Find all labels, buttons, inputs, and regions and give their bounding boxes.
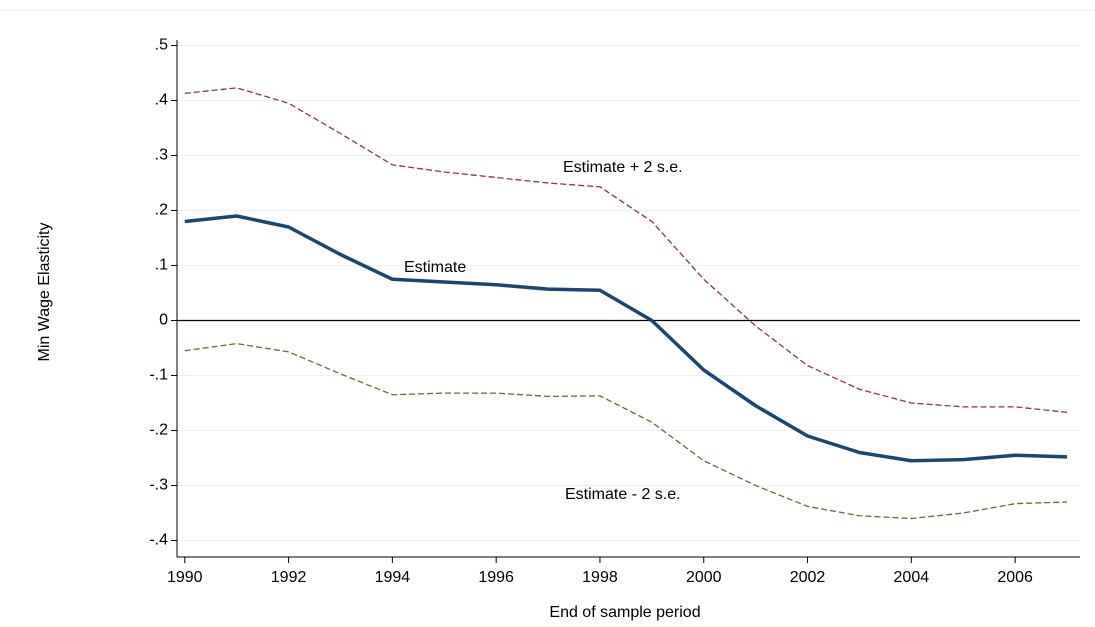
x-tick-label: 1990 [167, 569, 203, 586]
y-tick-label: -.3 [149, 477, 168, 494]
x-tick-label: 1998 [582, 569, 618, 586]
series-label: Estimate + 2 s.e. [563, 159, 683, 176]
y-tick-label: .3 [155, 147, 168, 164]
y-tick-label: -.2 [149, 422, 168, 439]
x-tick-label: 2000 [686, 569, 722, 586]
x-tick-label: 2004 [894, 569, 930, 586]
series-label: Estimate - 2 s.e. [565, 486, 681, 503]
series-label: Estimate [404, 259, 466, 276]
series-line [184, 214, 1068, 463]
y-tick-label: .5 [155, 37, 168, 54]
y-tick-label: .1 [155, 257, 168, 274]
series-line [184, 87, 1068, 413]
series-line [184, 342, 1068, 520]
y-tick-label: .2 [155, 202, 168, 219]
x-tick-label: 1994 [375, 569, 411, 586]
x-tick-label: 2002 [790, 569, 826, 586]
y-axis-label: Min Wage Elasticity [36, 223, 53, 362]
y-tick-label: .4 [155, 92, 168, 109]
x-tick-label: 1992 [271, 569, 307, 586]
x-tick-label: 2006 [997, 569, 1033, 586]
x-axis-label: End of sample period [549, 604, 700, 621]
y-tick-label: -.4 [149, 532, 168, 549]
x-tick-label: 1996 [478, 569, 514, 586]
y-tick-label: -.1 [149, 367, 168, 384]
y-tick-label: 0 [159, 312, 168, 329]
